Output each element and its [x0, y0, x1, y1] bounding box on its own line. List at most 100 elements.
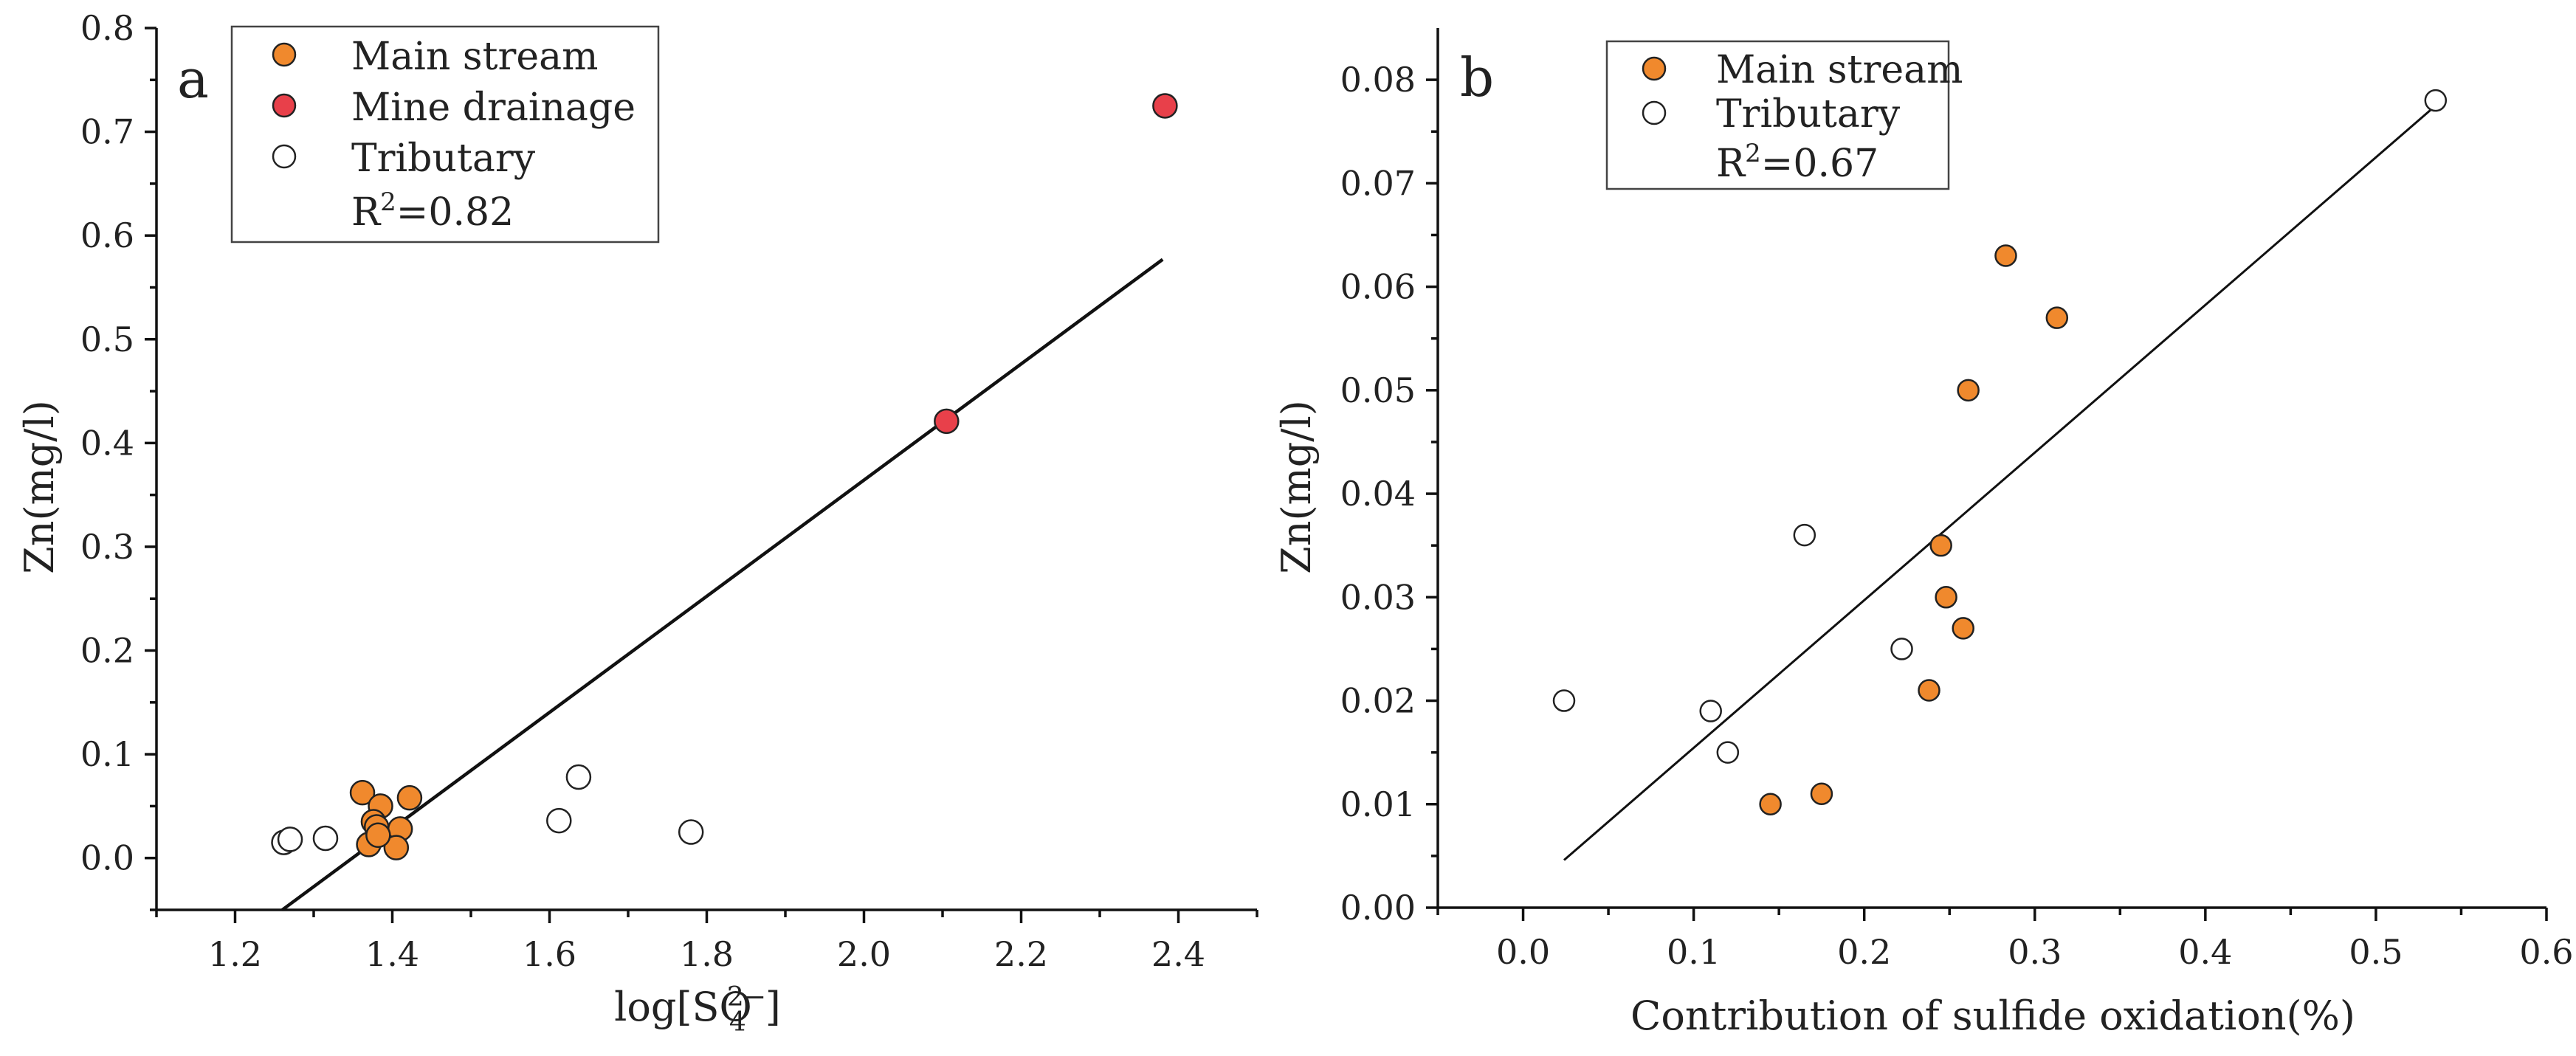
panel-b-y-tick-label: 0.02 — [1340, 681, 1416, 721]
panel-a-legend-label-main-stream: Main stream — [351, 35, 598, 79]
panel-b-point-tributary — [1699, 700, 1722, 722]
panel-b-legend-marker-main-stream — [1642, 56, 1667, 81]
panel-a-point-tributary — [546, 807, 572, 834]
panel-a-legend-r2-prefix: R — [351, 190, 382, 235]
panel-b-point-tributary — [1716, 741, 1740, 764]
panel-b-point-tributary — [2424, 89, 2448, 112]
panel-a-letter: a — [177, 48, 209, 110]
panel-a-y-tick-label: 0.6 — [80, 215, 134, 255]
panel-b-x-tick-label: 0.4 — [2178, 932, 2232, 972]
panel-b-x-tick-label: 0.0 — [1496, 932, 1550, 972]
panel-a-x-tick-label: 1.2 — [208, 934, 262, 974]
panel-b-x-ticks: 0.0 0.1 0.2 0.3 0.4 0.5 0.6 — [1436, 908, 2574, 972]
panel-a-y-tick-label: 0.8 — [80, 8, 134, 48]
panel-b-y-axis-title: Zn(mg/l) — [1273, 400, 1320, 574]
panel-a-legend-r2: R2=0.82 — [351, 187, 514, 235]
panel-b-point-main-stream — [1929, 534, 1952, 557]
panel-a-y-tick-label: 0.7 — [80, 112, 134, 152]
panel-a-point-main-stream — [365, 822, 391, 849]
panel-b-point-main-stream — [1810, 782, 1833, 805]
panel-a-legend-marker-mine-drainage — [272, 93, 297, 118]
panel-b-legend-marker-tributary — [1642, 100, 1667, 125]
panel-b-letter: b — [1460, 46, 1494, 108]
panel-a-x-ticks: 1.2 1.4 1.6 1.8 2.0 2.2 2.4 — [155, 910, 1258, 974]
panel-b-point-main-stream — [2045, 306, 2069, 329]
panel-a-legend-label-mine-drainage: Mine drainage — [351, 86, 636, 130]
panel-a-y-tick-label: 0.4 — [80, 423, 134, 463]
panel-a-x-axis-title-sup: 2− — [727, 982, 766, 1012]
panel-a-y-tick-label: 0.5 — [80, 320, 134, 359]
panel-b-y-tick-label: 0.05 — [1340, 370, 1416, 410]
panel-b-point-tributary — [1793, 523, 1816, 547]
panel-b-legend-r2: R2=0.67 — [1716, 139, 1878, 186]
panel-a-x-axis-title: log[SO2− 4] — [614, 982, 781, 1038]
panel-a-y-ticks: 0.0 0.1 0.2 0.3 0.4 0.5 0.6 0.7 0.8 — [80, 8, 156, 911]
panel-a-point-mine-drainage — [934, 408, 960, 435]
panel-b: 0.000.010.020.030.040.050.060.070.08 0.0… — [1273, 28, 2574, 1039]
panel-a-point-tributary — [277, 826, 303, 852]
panel-a-fit-line — [281, 258, 1164, 911]
panel-a-x-tick-label: 2.4 — [1151, 934, 1205, 974]
panel-a-point-mine-drainage — [1152, 93, 1178, 119]
panel-a-point-main-stream — [349, 779, 376, 806]
panel-b-points — [1552, 89, 2448, 816]
panel-b-point-main-stream — [1994, 244, 2017, 267]
panel-a-x-tick-label: 2.0 — [837, 934, 891, 974]
panel-b-legend-label-main-stream: Main stream — [1716, 48, 1963, 92]
panel-b-y-tick-label: 0.00 — [1340, 888, 1416, 928]
panel-b-legend-label-tributary: Tributary — [1716, 92, 1901, 137]
panel-b-point-main-stream — [1952, 617, 1974, 640]
panel-a-y-tick-label: 0.0 — [80, 838, 134, 878]
panel-b-x-tick-label: 0.3 — [2008, 932, 2062, 972]
panel-a-point-tributary — [565, 764, 592, 790]
panel-b-y-tick-label: 0.03 — [1340, 577, 1416, 617]
panel-a: 0.0 0.1 0.2 0.3 0.4 0.5 0.6 0.7 0.8 1.2 1.4 1.6 1.8… — [16, 8, 1258, 1038]
panel-b-x-axis-title: Contribution of sulfide oxidation(%) — [1630, 993, 2355, 1039]
panel-b-legend-r2-prefix: R — [1716, 142, 1746, 186]
panel-a-x-tick-label: 1.6 — [523, 934, 576, 974]
panel-a-x-axis-title-main: log[SO — [614, 984, 752, 1030]
panel-a-y-axis-title: Zn(mg/l) — [16, 400, 63, 574]
panel-a-x-tick-label: 1.8 — [680, 934, 734, 974]
panel-a-point-tributary — [678, 819, 704, 845]
panel-b-x-tick-label: 0.2 — [1837, 932, 1891, 972]
panel-b-point-tributary — [1890, 638, 1913, 660]
panel-a-x-tick-label: 2.2 — [994, 934, 1048, 974]
panel-a-y-tick-label: 0.1 — [80, 734, 134, 774]
panel-b-y-ticks: 0.00 0.01 0.02 0.03 0.04 0.05 0.06 0.07 0.08 — [1340, 60, 1438, 928]
panel-b-legend: Main stream Tributary R2=0.67 — [1605, 40, 1963, 190]
panel-b-fit-line — [1563, 105, 2436, 861]
panel-b-point-tributary — [1552, 689, 1576, 712]
panel-a-points — [271, 93, 1178, 860]
panel-b-legend-r2-value: =0.67 — [1761, 142, 1878, 186]
panel-b-x-tick-label: 0.5 — [2349, 932, 2403, 972]
panel-b-y-tick-label: 0.08 — [1340, 60, 1416, 100]
panel-a-legend-marker-tributary — [272, 144, 297, 169]
panel-b-y-tick-label: 0.07 — [1340, 163, 1416, 203]
panel-b-legend-r2-sup: 2 — [1745, 139, 1761, 168]
panel-b-point-main-stream — [1759, 793, 1782, 816]
panel-b-y-tick-label: 0.04 — [1340, 474, 1416, 514]
panel-b-x-tick-label: 0.1 — [1667, 932, 1721, 972]
panel-a-legend: Main stream Mine drainage Tributary R2=0… — [230, 25, 660, 244]
panel-a-legend-box — [230, 25, 660, 244]
panel-a-legend-r2-value: =0.82 — [396, 190, 514, 235]
panel-a-x-axis-title-sub: 4 — [729, 1007, 746, 1038]
panel-a-y-tick-label: 0.2 — [80, 631, 134, 671]
panel-a-point-tributary — [312, 825, 339, 852]
panel-b-point-main-stream — [1957, 379, 1980, 402]
panel-b-x-tick-label: 0.6 — [2519, 932, 2573, 972]
panel-a-x-axis-title-end: ] — [765, 984, 781, 1030]
panel-b-y-tick-label: 0.01 — [1340, 784, 1416, 824]
panel-a-legend-r2-sup: 2 — [380, 187, 396, 217]
panel-a-x-tick-label: 1.4 — [365, 934, 419, 974]
panel-a-point-main-stream — [383, 835, 410, 860]
panel-a-legend-marker-main-stream — [272, 42, 297, 67]
panel-a-legend-label-tributary: Tributary — [351, 137, 536, 181]
panel-b-point-main-stream — [1918, 679, 1940, 702]
panel-b-point-main-stream — [1935, 586, 1957, 609]
panel-a-point-main-stream — [396, 784, 423, 811]
panel-b-y-tick-label: 0.06 — [1340, 267, 1416, 307]
panel-a-y-tick-label: 0.3 — [80, 527, 134, 567]
